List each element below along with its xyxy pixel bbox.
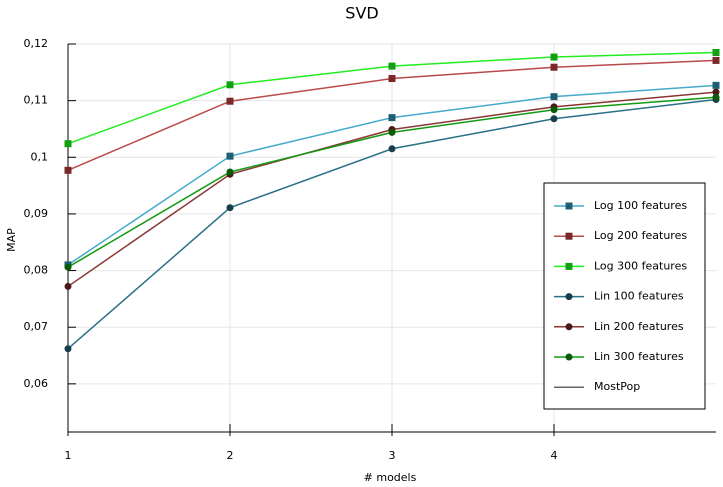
x-tick-label: 1 — [65, 449, 72, 462]
y-tick-label: 0,09 — [24, 207, 49, 220]
marker — [226, 152, 234, 160]
marker — [64, 166, 72, 174]
marker — [712, 93, 720, 101]
marker — [550, 63, 558, 71]
marker — [64, 263, 72, 271]
marker — [388, 128, 396, 136]
marker — [64, 345, 72, 353]
legend-label: Lin 200 features — [594, 320, 684, 333]
y-tick-label: 0,11 — [24, 94, 49, 107]
legend-label: Lin 300 features — [594, 350, 684, 363]
y-tick-label: 0,06 — [24, 377, 49, 390]
marker — [226, 97, 234, 105]
marker — [712, 81, 720, 89]
marker — [550, 93, 558, 101]
legend-label: MostPop — [594, 380, 640, 393]
marker — [226, 81, 234, 89]
legend-marker — [565, 353, 573, 361]
marker — [226, 168, 234, 176]
legend-label: Lin 100 features — [594, 290, 684, 303]
y-axis-label: MAP — [5, 228, 18, 252]
marker — [712, 48, 720, 56]
y-tick-label: 0,1 — [31, 150, 49, 163]
x-tick-label: 3 — [389, 449, 396, 462]
marker — [388, 114, 396, 122]
y-tick-label: 0,12 — [24, 37, 49, 50]
legend-marker — [565, 202, 573, 210]
marker — [550, 53, 558, 61]
legend-marker — [565, 232, 573, 240]
legend-label: Log 200 features — [594, 229, 687, 242]
marker — [388, 75, 396, 83]
marker — [388, 62, 396, 70]
marker — [550, 106, 558, 114]
marker — [712, 88, 720, 96]
marker — [226, 204, 234, 212]
legend-marker — [565, 293, 573, 301]
x-axis-label: # models — [364, 471, 417, 484]
marker — [550, 115, 558, 123]
marker — [64, 282, 72, 290]
x-tick-label: 4 — [551, 449, 558, 462]
marker — [712, 56, 720, 64]
chart-title: SVD — [345, 4, 378, 23]
legend-label: Log 300 features — [594, 259, 687, 272]
legend-label: Log 100 features — [594, 199, 687, 212]
y-tick-label: 0,08 — [24, 264, 49, 277]
x-tick-label: 2 — [227, 449, 234, 462]
y-tick-label: 0,07 — [24, 320, 49, 333]
marker — [64, 140, 72, 148]
legend-marker — [565, 323, 573, 331]
marker — [388, 145, 396, 153]
legend-marker — [565, 262, 573, 270]
